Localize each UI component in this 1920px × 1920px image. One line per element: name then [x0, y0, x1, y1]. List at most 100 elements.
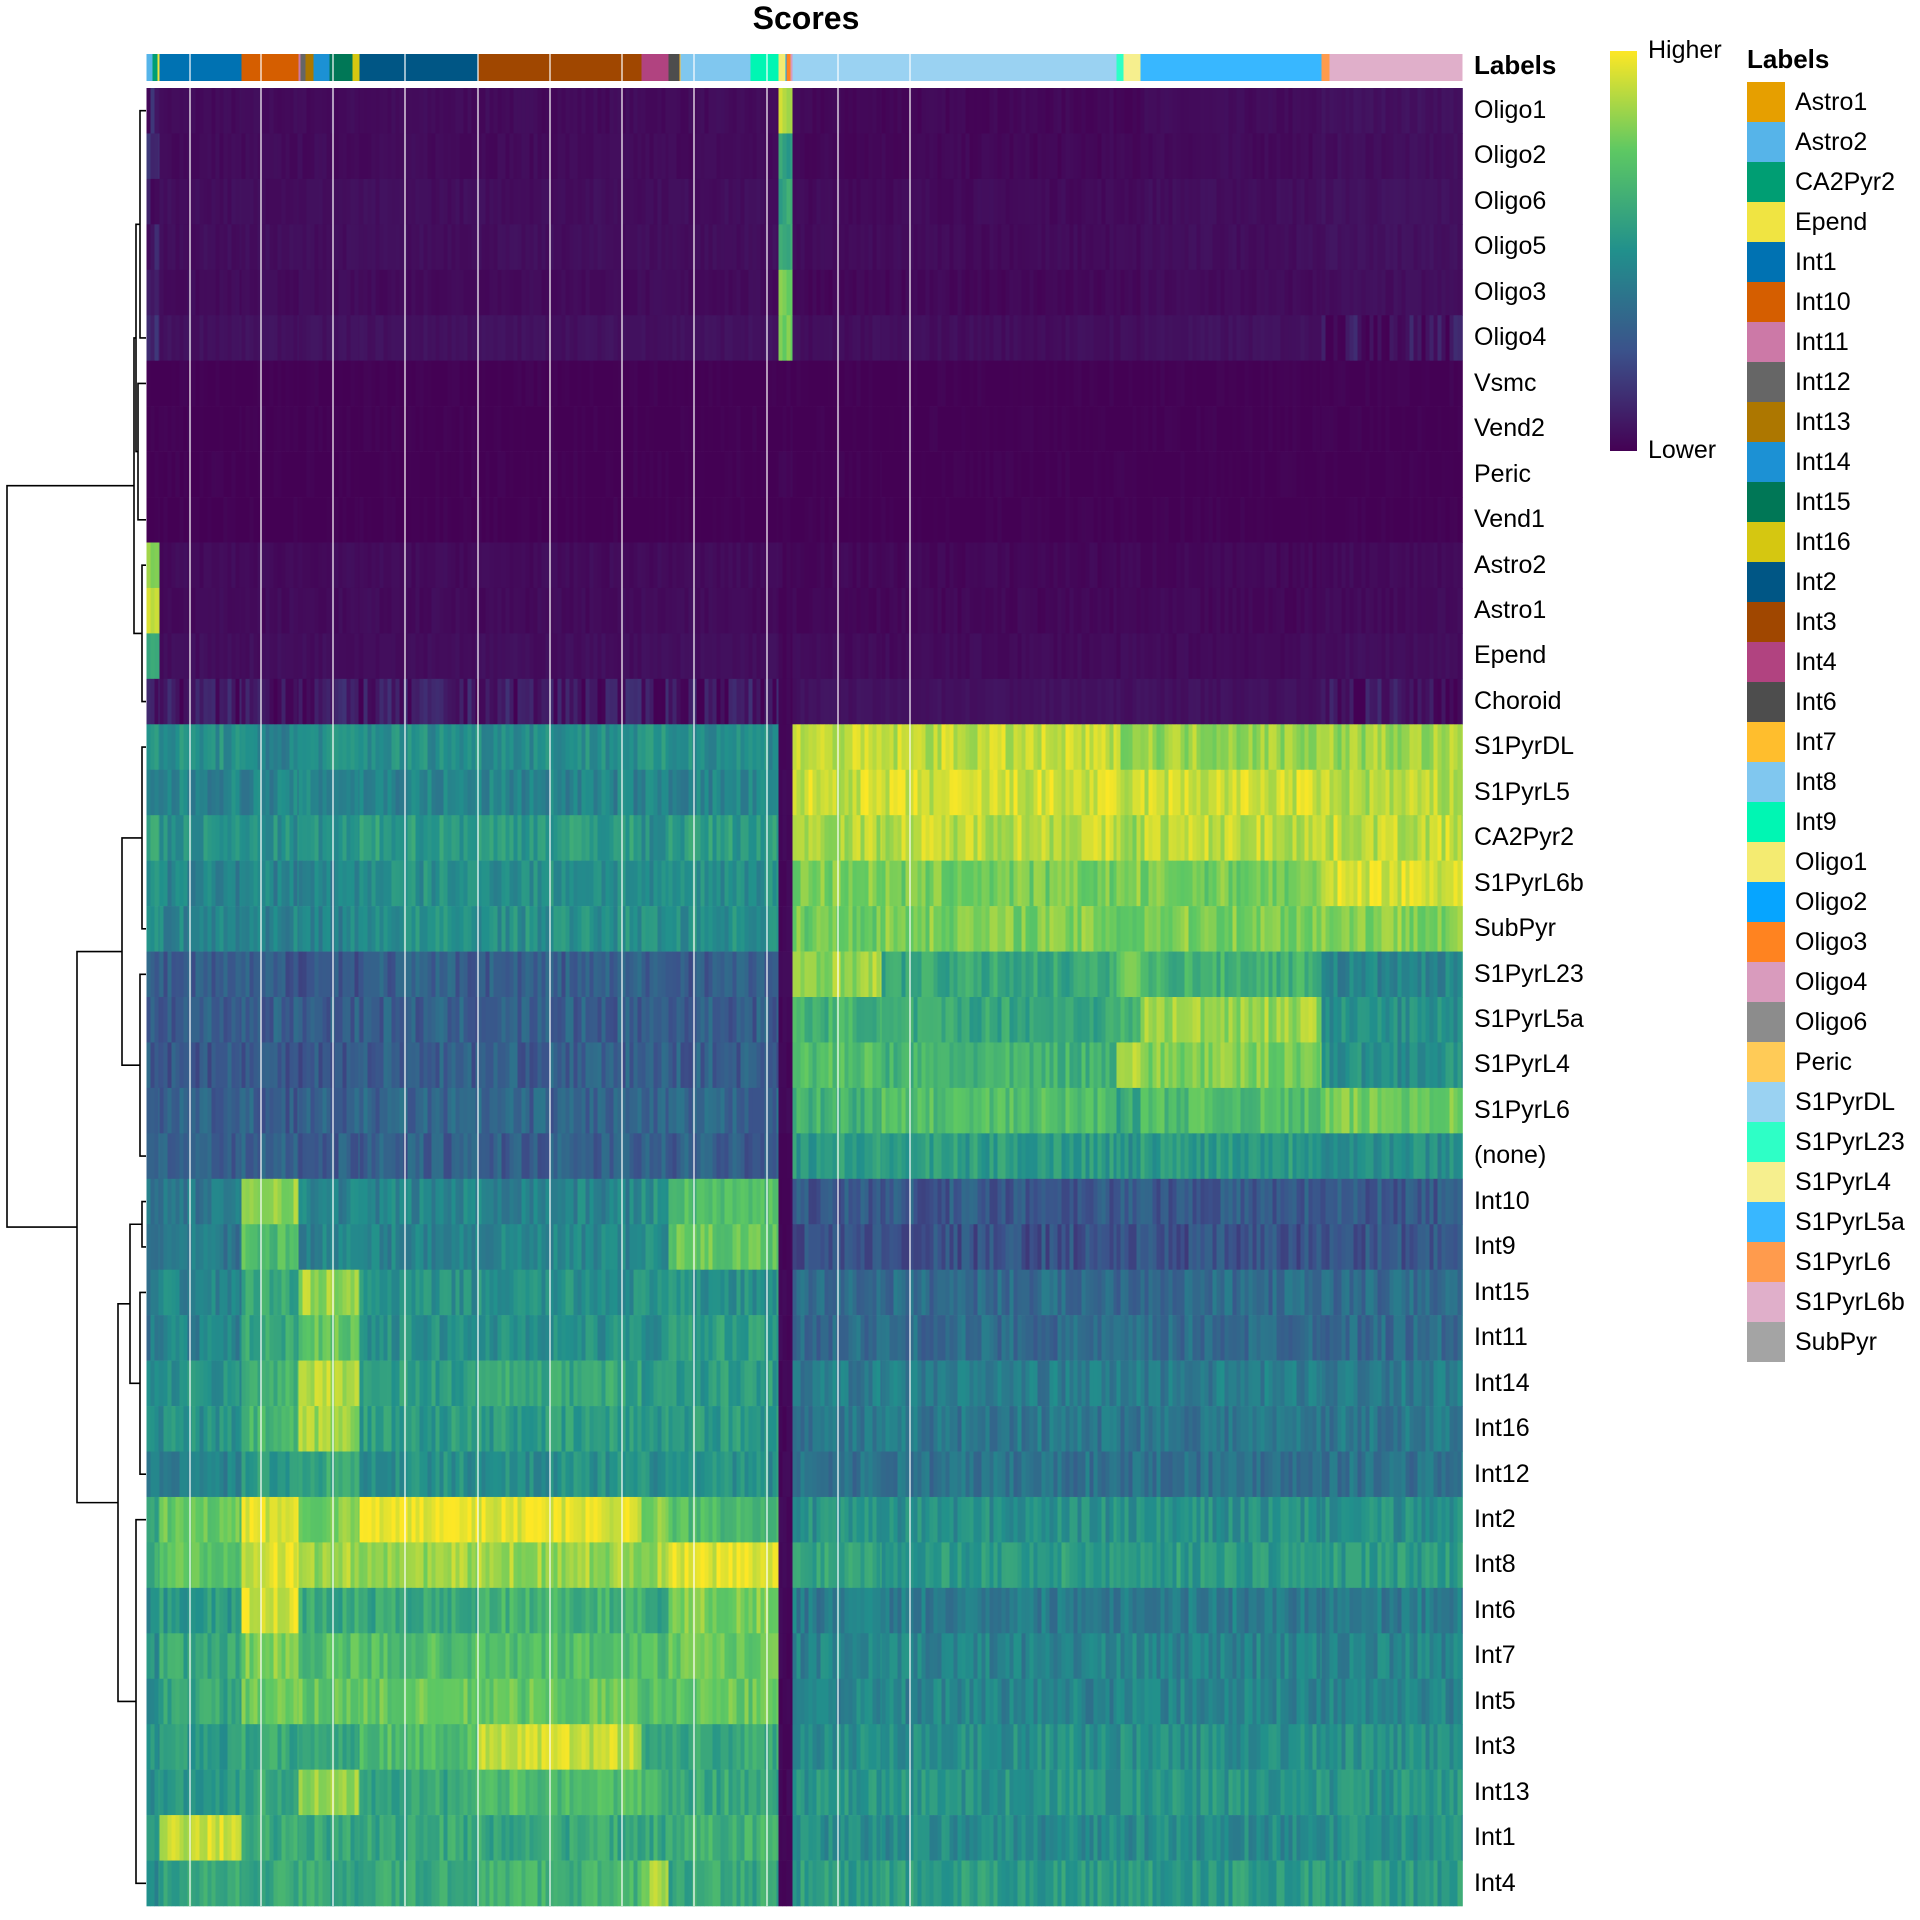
heatmap-cell [816, 360, 821, 407]
heatmap-cell [158, 406, 160, 452]
heatmap-cell [1065, 178, 1070, 225]
heatmap-cell [1445, 178, 1450, 225]
heatmap-cell [191, 88, 196, 134]
heatmap-cell [379, 724, 384, 771]
heatmap-cell [816, 88, 821, 134]
heatmap-cell [334, 269, 339, 316]
heatmap-cell [231, 133, 236, 180]
heatmap-cell [736, 542, 741, 589]
heatmap-cell [1361, 678, 1366, 725]
heatmap-cell [411, 724, 416, 771]
heatmap-cell [653, 497, 658, 543]
heatmap-cell [346, 178, 351, 225]
heatmap-cell [1077, 315, 1082, 361]
heatmap-cell [1069, 269, 1074, 316]
heatmap-cell [704, 360, 709, 407]
heatmap-cell [881, 724, 886, 771]
heatmap-cell [921, 315, 926, 361]
heatmap-cell [1421, 133, 1426, 180]
heatmap-cell [334, 360, 339, 407]
heatmap-cell [342, 451, 347, 498]
heatmap-cell [1224, 587, 1229, 634]
heatmap-cell [207, 88, 212, 134]
heatmap-cell [1116, 587, 1121, 634]
heatmap-cell [1308, 133, 1313, 180]
heatmap-cell [415, 587, 420, 634]
heatmap-cell [273, 360, 278, 407]
heatmap-cell [969, 451, 974, 498]
heatmap-cell [1113, 224, 1117, 271]
heatmap-cell [917, 406, 922, 452]
heatmap-cell [668, 497, 673, 543]
heatmap-cell [688, 315, 693, 361]
heatmap-cell [521, 406, 526, 452]
heatmap-cell [909, 88, 914, 134]
heatmap-cell [1156, 178, 1161, 225]
heatmap-cell [816, 678, 821, 725]
heatmap-cell [241, 542, 246, 589]
heatmap-cell [688, 678, 693, 725]
heatmap-cell [824, 360, 829, 407]
heatmap-cell [1292, 178, 1297, 225]
heatmap-cell [1021, 724, 1026, 771]
heatmap-cell [553, 178, 558, 225]
heatmap-cell [876, 678, 881, 725]
heatmap-cell [989, 451, 994, 498]
heatmap-cell [1184, 406, 1189, 452]
heatmap-cell [597, 406, 602, 452]
heatmap-cell [1212, 315, 1217, 361]
heatmap-cell [1260, 133, 1265, 180]
heatmap-cell [302, 88, 307, 134]
heatmap-cell [1461, 542, 1463, 589]
heatmap-cell [1421, 497, 1426, 543]
heatmap-cell [768, 360, 773, 407]
heatmap-cell [1204, 451, 1209, 498]
heatmap-cell [625, 406, 630, 452]
heatmap-cell [146, 224, 151, 271]
heatmap-cell [917, 133, 922, 180]
heatmap-cell [1073, 315, 1078, 361]
heatmap-cell [772, 497, 777, 543]
heatmap-cell [897, 587, 902, 634]
heatmap-cell [1461, 360, 1463, 407]
heatmap-cell [1140, 224, 1145, 271]
heatmap-cell [223, 451, 228, 498]
heatmap-cell [1441, 406, 1446, 452]
heatmap-cell [1393, 542, 1398, 589]
heatmap-cell [1172, 678, 1177, 725]
heatmap-cell [371, 497, 376, 543]
heatmap-cell [1220, 451, 1225, 498]
heatmap-cell [289, 587, 294, 634]
heatmap-cell [593, 587, 598, 634]
heatmap-cell [1140, 269, 1145, 316]
heatmap-cell [529, 178, 534, 225]
heatmap-cell [565, 315, 570, 361]
heatmap-cell [1417, 633, 1422, 680]
heatmap-cell [1132, 269, 1137, 316]
heatmap-cell [215, 315, 220, 361]
heatmap-cell [1377, 224, 1382, 271]
heatmap-cell [203, 224, 208, 271]
heatmap-cell [175, 587, 180, 634]
heatmap-cell [1204, 315, 1209, 361]
heatmap-cell [306, 406, 311, 452]
heatmap-cell [358, 88, 360, 134]
heatmap-cell [708, 88, 713, 134]
heatmap-cell [782, 133, 787, 180]
heatmap-cell [249, 133, 254, 180]
heatmap-cell [411, 315, 416, 361]
heatmap-cell [1113, 406, 1117, 452]
heatmap-cell [605, 315, 610, 361]
heatmap-cell [1053, 315, 1058, 361]
heatmap-cell [804, 497, 809, 543]
heatmap-cell [925, 542, 930, 589]
heatmap-cell [945, 133, 950, 180]
heatmap-cell [1077, 633, 1082, 680]
heatmap-cell [756, 360, 761, 407]
heatmap-cell [1208, 497, 1213, 543]
heatmap-cell [435, 587, 440, 634]
heatmap-cell [889, 133, 894, 180]
heatmap-cell [407, 406, 412, 452]
heatmap-cell [207, 269, 212, 316]
heatmap-cell [455, 724, 460, 771]
